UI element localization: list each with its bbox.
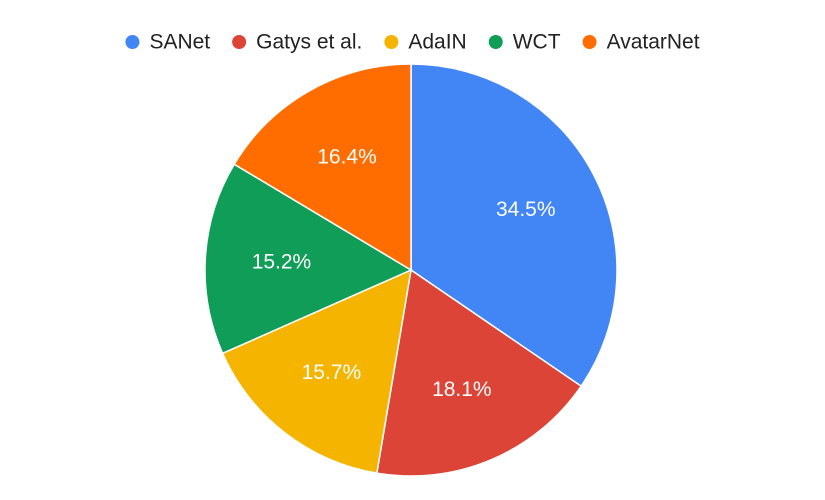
slice-label: 15.7% <box>302 361 362 384</box>
legend-label: WCT <box>513 31 561 54</box>
slice-label: 18.1% <box>432 378 492 401</box>
slice-label: 34.5% <box>496 198 556 221</box>
legend: SANet Gatys et al. AdaIN WCT AvatarNet <box>125 31 700 54</box>
slice-labels: 34.5% 18.1% 15.7% 15.2% 16.4% <box>252 146 556 401</box>
legend-marker-icon <box>488 35 503 49</box>
legend-item: AdaIN <box>384 31 467 54</box>
legend-marker-icon <box>384 35 399 49</box>
legend-item: AvatarNet <box>582 31 700 54</box>
legend-label: Gatys et al. <box>256 31 362 54</box>
legend-label: AdaIN <box>408 31 466 54</box>
legend-marker-icon <box>582 35 597 49</box>
legend-marker-icon <box>232 35 247 49</box>
pie-slice-adain <box>221 268 412 475</box>
legend-item: WCT <box>488 31 561 54</box>
legend-marker-icon <box>125 35 140 49</box>
slice-label: 15.2% <box>252 251 312 274</box>
pie-slice-gatys-et-al <box>375 268 583 477</box>
pie-slices <box>204 63 618 477</box>
legend-label: SANet <box>149 31 210 54</box>
pie-slice-sanet <box>410 63 618 388</box>
legend-item: Gatys et al. <box>232 31 362 54</box>
legend-label: AvatarNet <box>607 31 700 54</box>
pie-slice-avatarnet <box>233 63 412 272</box>
pie-slice-wct <box>204 163 413 355</box>
legend-item: SANet <box>125 31 210 54</box>
slice-label: 16.4% <box>317 146 377 169</box>
